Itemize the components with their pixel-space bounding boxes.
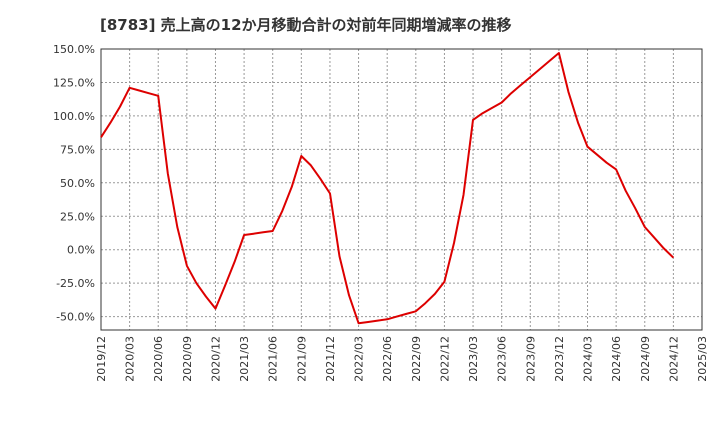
x-tick-label: 2024/03 [582, 336, 595, 382]
x-tick-label: 2021/09 [295, 336, 308, 382]
y-tick-label: 75.0% [60, 143, 95, 156]
y-tick-label: -25.0% [56, 277, 95, 290]
x-tick-label: 2019/12 [95, 336, 108, 382]
plot-frame [100, 48, 703, 331]
chart-title: [8783] 売上高の12か月移動合計の対前年同期増減率の推移 [100, 16, 512, 34]
y-tick-label: 25.0% [60, 210, 95, 223]
x-tick-label: 2022/06 [381, 336, 394, 382]
x-tick-label: 2022/09 [410, 336, 423, 382]
series-line [100, 52, 675, 325]
x-tick-label: 2024/06 [610, 336, 623, 382]
y-tick-label: 0.0% [67, 244, 95, 257]
x-tick-label: 2020/06 [152, 336, 165, 382]
x-tick-label: 2020/09 [181, 336, 194, 382]
y-tick-label: -50.0% [56, 311, 95, 324]
x-tick-label: 2021/03 [238, 336, 251, 382]
x-tick-label: 2023/09 [524, 336, 537, 382]
x-tick-label: 2025/03 [696, 336, 709, 382]
x-tick-label: 2023/12 [553, 336, 566, 382]
y-tick-label: 125.0% [53, 76, 95, 89]
y-tick-label: 150.0% [53, 43, 95, 56]
x-tick-label: 2020/12 [209, 336, 222, 382]
x-tick-label: 2022/12 [438, 336, 451, 382]
y-tick-label: 50.0% [60, 177, 95, 190]
x-tick-label: 2022/03 [353, 336, 366, 382]
x-tick-label: 2023/03 [467, 336, 480, 382]
x-tick-label: 2023/06 [496, 336, 509, 382]
x-tick-label: 2021/12 [324, 336, 337, 382]
x-tick-label: 2021/06 [267, 336, 280, 382]
x-tick-label: 2020/03 [124, 336, 137, 382]
x-tick-label: 2024/09 [639, 336, 652, 382]
x-tick-label: 2024/12 [667, 336, 680, 382]
y-tick-label: 100.0% [53, 110, 95, 123]
